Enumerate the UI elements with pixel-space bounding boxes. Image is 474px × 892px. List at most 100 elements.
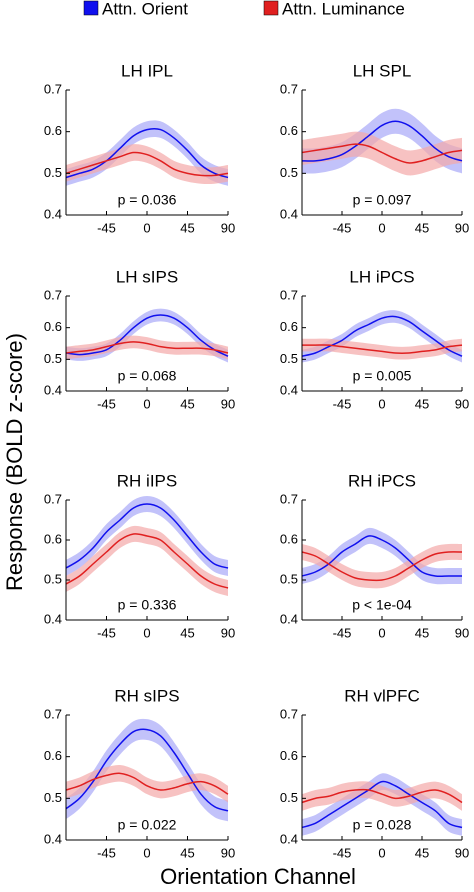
y-tick-label: 0.4 — [280, 206, 298, 221]
x-tick-label: 90 — [455, 845, 469, 860]
error-band — [302, 338, 462, 360]
x-tick-label: 90 — [455, 625, 469, 640]
error-band — [302, 131, 462, 176]
x-tick-label: 0 — [143, 625, 150, 640]
x-tick-label: 90 — [455, 396, 469, 411]
x-tick-label: 45 — [415, 625, 429, 640]
x-tick-label: -45 — [97, 396, 116, 411]
x-tick-label: 0 — [378, 625, 385, 640]
x-tick-label: 0 — [143, 396, 150, 411]
series-line — [65, 341, 229, 354]
x-tick-label: 0 — [143, 845, 150, 860]
x-tick-label: 0 — [143, 220, 150, 235]
y-tick-label: 0.5 — [280, 790, 298, 805]
legend-swatch — [263, 0, 279, 16]
y-axis-label: Response (BOLD z-score) — [2, 333, 27, 591]
x-tick-label: 45 — [180, 625, 194, 640]
y-tick-label: 0.5 — [44, 165, 62, 180]
error-band — [66, 525, 228, 596]
series-line — [301, 315, 463, 357]
x-tick-label: 90 — [221, 625, 235, 640]
p-value: p = 0.097 — [353, 192, 412, 208]
x-tick-label: 90 — [221, 220, 235, 235]
y-tick-label: 0.4 — [280, 382, 298, 397]
x-tick-label: -45 — [333, 396, 352, 411]
p-value: p = 0.022 — [118, 817, 177, 833]
x-tick-label: -45 — [97, 625, 116, 640]
x-tick-label: 90 — [455, 220, 469, 235]
error-band — [302, 527, 462, 585]
y-tick-label: 0.6 — [44, 319, 62, 334]
legend-label: Attn. Luminance — [282, 0, 405, 18]
p-value: p = 0.336 — [118, 597, 177, 613]
panel-title: RH iPCS — [348, 471, 416, 490]
panel-title: LH SPL — [353, 61, 412, 80]
series-line — [65, 127, 229, 179]
series-line — [301, 143, 463, 164]
legend-swatch — [83, 0, 99, 16]
y-tick-label: 0.7 — [44, 491, 62, 506]
y-tick-label: 0.4 — [44, 382, 62, 397]
x-tick-label: 45 — [180, 220, 194, 235]
error-band — [66, 335, 228, 360]
y-tick-label: 0.5 — [280, 571, 298, 586]
y-tick-label: 0.4 — [44, 611, 62, 626]
x-tick-label: 0 — [378, 220, 385, 235]
y-tick-label: 0.5 — [44, 351, 62, 366]
error-band — [302, 773, 462, 836]
y-tick-label: 0.7 — [280, 287, 298, 302]
x-tick-label: -45 — [333, 220, 352, 235]
y-tick-label: 0.6 — [280, 123, 298, 138]
error-band — [66, 496, 228, 576]
x-tick-label: 90 — [221, 845, 235, 860]
y-tick-label: 0.5 — [44, 790, 62, 805]
p-value: p = 0.036 — [118, 192, 177, 208]
panel-title: LH IPL — [121, 61, 173, 80]
y-tick-label: 0.7 — [44, 287, 62, 302]
series-line — [65, 503, 229, 569]
y-tick-label: 0.7 — [280, 81, 298, 96]
p-value: p = 0.028 — [353, 817, 412, 833]
x-tick-label: 0 — [378, 396, 385, 411]
y-tick-label: 0.5 — [280, 351, 298, 366]
x-tick-label: -45 — [333, 625, 352, 640]
legend-label: Attn. Orient — [102, 0, 188, 18]
y-tick-label: 0.4 — [280, 611, 298, 626]
series-line — [65, 533, 229, 589]
x-tick-label: -45 — [97, 845, 116, 860]
panel-title: LH sIPS — [116, 267, 178, 286]
series-line — [65, 772, 229, 795]
error-band — [66, 764, 228, 803]
series-line — [65, 151, 229, 177]
panel-title: RH iIPS — [117, 471, 177, 490]
x-tick-label: -45 — [97, 220, 116, 235]
y-tick-label: 0.6 — [44, 123, 62, 138]
y-tick-label: 0.7 — [44, 706, 62, 721]
series-line — [65, 314, 229, 357]
y-tick-label: 0.5 — [280, 165, 298, 180]
series-line — [65, 728, 229, 812]
x-axis-label: Orientation Channel — [160, 864, 356, 889]
y-tick-label: 0.4 — [44, 206, 62, 221]
p-value: p = 0.068 — [118, 368, 177, 384]
y-tick-label: 0.7 — [44, 81, 62, 96]
y-tick-label: 0.6 — [44, 748, 62, 763]
error-band — [302, 543, 462, 589]
y-tick-label: 0.6 — [44, 531, 62, 546]
x-tick-label: 45 — [180, 845, 194, 860]
panel-title: RH sIPS — [114, 686, 179, 705]
y-tick-label: 0.7 — [280, 491, 298, 506]
series-line — [301, 780, 463, 829]
series-line — [301, 344, 463, 354]
error-band — [302, 781, 462, 811]
p-value: p < 1e-04 — [352, 597, 412, 613]
x-tick-label: -45 — [333, 845, 352, 860]
p-value: p = 0.005 — [353, 368, 412, 384]
x-tick-label: 45 — [180, 396, 194, 411]
y-tick-label: 0.6 — [280, 748, 298, 763]
x-tick-label: 90 — [221, 396, 235, 411]
y-tick-label: 0.4 — [280, 831, 298, 846]
y-tick-label: 0.4 — [44, 831, 62, 846]
series-line — [301, 788, 463, 804]
